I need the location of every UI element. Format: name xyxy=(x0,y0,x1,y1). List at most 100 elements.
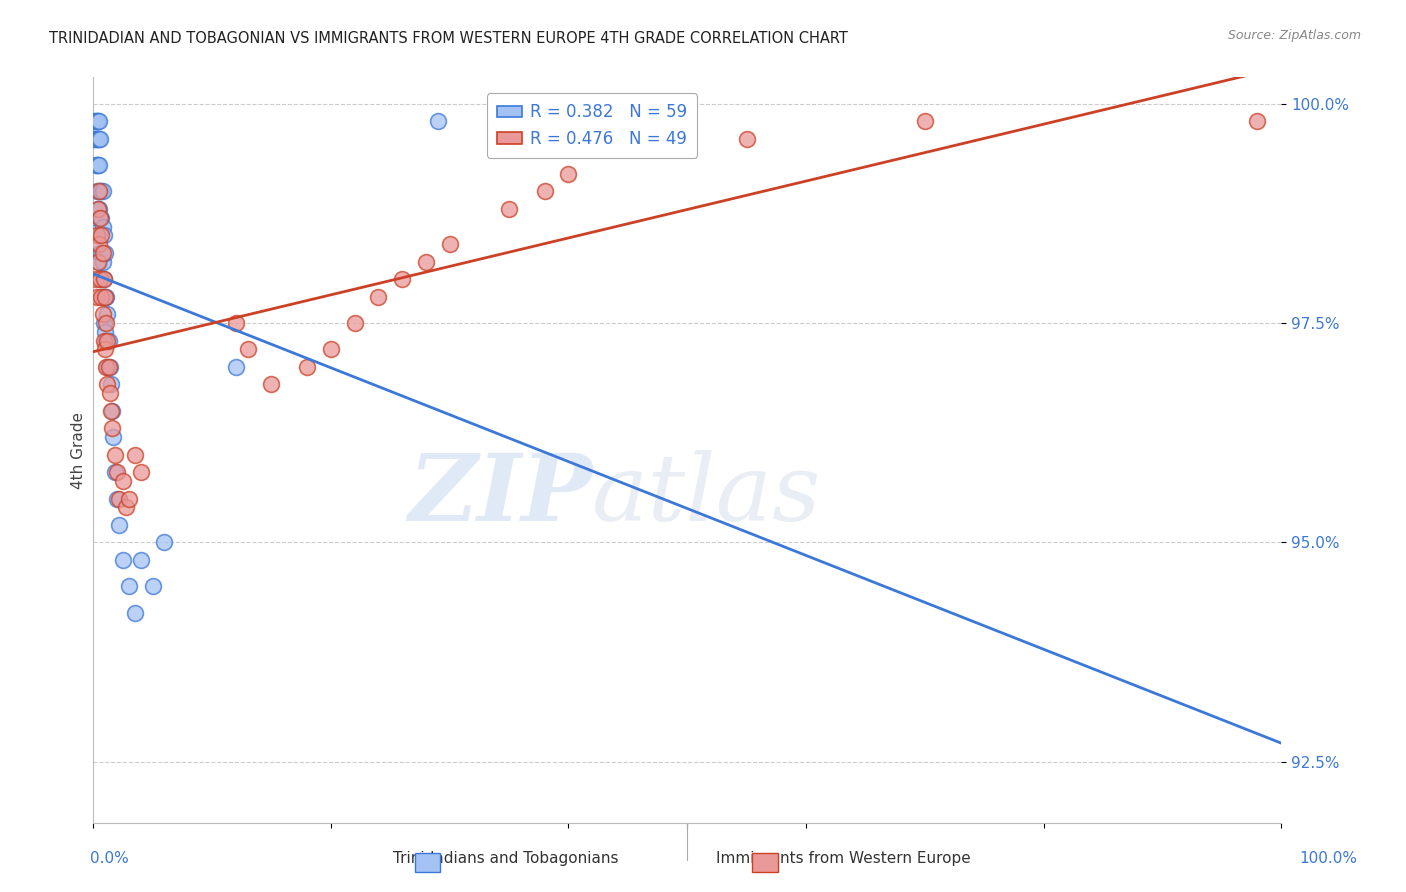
Point xyxy=(111,474,134,488)
Point xyxy=(557,167,579,181)
Point xyxy=(97,334,120,348)
Text: Source: ZipAtlas.com: Source: ZipAtlas.com xyxy=(1227,29,1361,42)
Point xyxy=(86,228,108,243)
Point xyxy=(93,272,115,286)
Y-axis label: 4th Grade: 4th Grade xyxy=(72,412,86,489)
Point xyxy=(90,228,112,243)
Point xyxy=(83,132,105,146)
Point xyxy=(295,359,318,374)
Point xyxy=(91,185,114,199)
Point xyxy=(94,343,117,357)
Point xyxy=(89,211,111,225)
Point xyxy=(225,316,247,330)
Point xyxy=(89,132,111,146)
Point xyxy=(84,272,107,286)
Point xyxy=(124,606,146,620)
Point xyxy=(533,185,555,199)
Point xyxy=(129,465,152,479)
Point xyxy=(426,114,449,128)
Point xyxy=(94,246,117,260)
Text: 0.0%: 0.0% xyxy=(90,851,129,865)
Point xyxy=(87,228,110,243)
Point xyxy=(89,158,111,172)
Point xyxy=(101,404,124,418)
Point xyxy=(86,114,108,128)
Point xyxy=(93,272,115,286)
Point xyxy=(87,114,110,128)
Point xyxy=(86,132,108,146)
Point xyxy=(90,246,112,260)
Point xyxy=(86,211,108,225)
Point xyxy=(84,114,107,128)
Point xyxy=(89,185,111,199)
Point xyxy=(142,579,165,593)
Point xyxy=(90,185,112,199)
Point xyxy=(914,114,936,128)
Point xyxy=(96,377,118,392)
Point xyxy=(91,219,114,234)
Point xyxy=(96,307,118,321)
Point xyxy=(101,421,124,435)
Point xyxy=(129,553,152,567)
Point xyxy=(93,316,115,330)
Point xyxy=(96,290,118,304)
Text: 100.0%: 100.0% xyxy=(1299,851,1358,865)
Point xyxy=(118,579,141,593)
Point xyxy=(153,535,176,549)
Point xyxy=(108,517,131,532)
Point xyxy=(115,500,138,515)
Point xyxy=(260,377,283,392)
Point xyxy=(89,228,111,243)
Legend: R = 0.382   N = 59, R = 0.476   N = 49: R = 0.382 N = 59, R = 0.476 N = 49 xyxy=(486,94,697,158)
Point xyxy=(93,228,115,243)
Point xyxy=(225,359,247,374)
Point xyxy=(91,290,114,304)
Point xyxy=(391,272,413,286)
Point xyxy=(124,448,146,462)
Point xyxy=(96,359,118,374)
Point xyxy=(83,114,105,128)
Point xyxy=(118,491,141,506)
Point xyxy=(108,491,131,506)
Point xyxy=(93,334,115,348)
Point xyxy=(100,377,122,392)
Point xyxy=(498,202,520,216)
Point xyxy=(439,237,461,252)
Point xyxy=(87,202,110,216)
Point xyxy=(89,185,111,199)
Text: Trinidadians and Tobagonians: Trinidadians and Tobagonians xyxy=(394,851,619,865)
Point xyxy=(89,211,111,225)
Point xyxy=(96,316,118,330)
Text: atlas: atlas xyxy=(592,450,821,540)
Text: ZIP: ZIP xyxy=(408,450,592,540)
Point xyxy=(90,211,112,225)
Point xyxy=(94,290,117,304)
Point xyxy=(89,114,111,128)
Point xyxy=(90,272,112,286)
Point xyxy=(103,448,125,462)
Text: TRINIDADIAN AND TOBAGONIAN VS IMMIGRANTS FROM WESTERN EUROPE 4TH GRADE CORRELATI: TRINIDADIAN AND TOBAGONIAN VS IMMIGRANTS… xyxy=(49,31,848,46)
Point xyxy=(94,290,117,304)
Point xyxy=(87,254,110,268)
Point xyxy=(86,290,108,304)
Point xyxy=(86,158,108,172)
Point xyxy=(87,132,110,146)
Text: Immigrants from Western Europe: Immigrants from Western Europe xyxy=(716,851,972,865)
Point xyxy=(100,404,122,418)
Point xyxy=(91,307,114,321)
Point xyxy=(89,132,111,146)
Point xyxy=(236,343,259,357)
Point xyxy=(87,158,110,172)
Point xyxy=(735,132,758,146)
Point xyxy=(105,465,128,479)
Point xyxy=(96,334,118,348)
Point xyxy=(84,132,107,146)
Point xyxy=(87,202,110,216)
Point xyxy=(89,202,111,216)
Point xyxy=(98,386,121,401)
Point xyxy=(94,325,117,339)
Point xyxy=(343,316,366,330)
Point xyxy=(97,359,120,374)
Point xyxy=(89,246,111,260)
Point xyxy=(111,553,134,567)
